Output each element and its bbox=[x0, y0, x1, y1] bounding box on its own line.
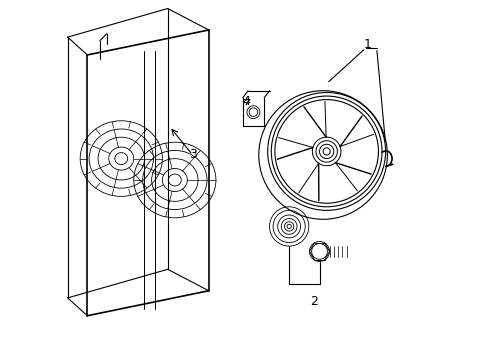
Text: 1: 1 bbox=[363, 38, 371, 51]
Text: 2: 2 bbox=[309, 295, 318, 308]
Text: 3: 3 bbox=[188, 148, 196, 162]
Text: 4: 4 bbox=[242, 95, 250, 108]
